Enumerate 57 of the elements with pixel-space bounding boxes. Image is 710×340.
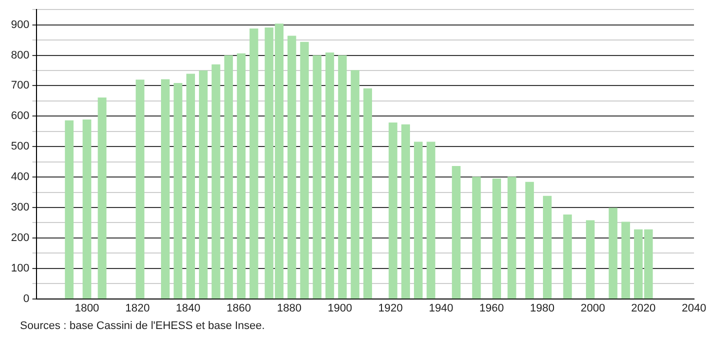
bar [608, 208, 618, 299]
bar [174, 82, 182, 299]
x-tick-label: 1860 [226, 302, 251, 314]
bar [300, 42, 309, 299]
bar [338, 55, 347, 299]
bar [452, 166, 461, 299]
bar [82, 119, 92, 299]
x-tick-label: 1800 [74, 302, 100, 314]
x-tick-label: 2020 [631, 302, 656, 314]
bar [64, 120, 74, 299]
bar [586, 220, 595, 299]
bar [621, 222, 630, 299]
bar [161, 79, 170, 299]
y-tick-label: 100 [10, 262, 30, 274]
bar [224, 55, 233, 299]
bar [472, 176, 481, 299]
bar [287, 36, 296, 299]
y-tick-label: 900 [10, 18, 30, 31]
x-tick-label: 1940 [428, 302, 454, 314]
bar [414, 142, 423, 299]
bar [198, 70, 208, 299]
bar [312, 55, 322, 299]
x-tick-label: 1820 [125, 302, 150, 314]
bar [212, 64, 220, 299]
y-tick-label: 600 [10, 110, 30, 122]
x-tick-label: 2040 [682, 302, 706, 314]
y-tick-label: 500 [10, 140, 30, 153]
bar [350, 70, 360, 299]
bar [363, 88, 372, 299]
x-tick-label: 1920 [378, 302, 403, 314]
x-tick-label: 1900 [328, 302, 352, 314]
y-tick-label: 300 [10, 202, 30, 214]
bar [525, 182, 534, 299]
bar [542, 196, 552, 299]
y-tick-label: 0 [23, 292, 30, 305]
bar [98, 98, 106, 299]
bar [492, 178, 502, 299]
bar [508, 176, 516, 299]
bar [426, 142, 436, 299]
bar [136, 80, 144, 299]
source-note: Sources : base Cassini de l'EHESS et base Insee. [20, 320, 265, 332]
bar [563, 214, 572, 299]
y-tick-label: 800 [10, 49, 30, 62]
bar [401, 124, 410, 299]
x-tick-label: 1960 [479, 302, 504, 314]
y-tick-label: 700 [10, 80, 30, 92]
bar [236, 53, 246, 299]
bar [250, 28, 258, 299]
y-tick-label: 200 [10, 232, 30, 244]
bar [186, 74, 195, 299]
bar [388, 122, 398, 299]
y-tick-label: 400 [10, 171, 30, 184]
x-tick-label: 1880 [277, 302, 302, 314]
x-tick-label: 1840 [176, 302, 200, 314]
x-tick-label: 2000 [580, 302, 606, 314]
bar [325, 52, 334, 299]
x-tick-label: 1980 [530, 302, 554, 314]
